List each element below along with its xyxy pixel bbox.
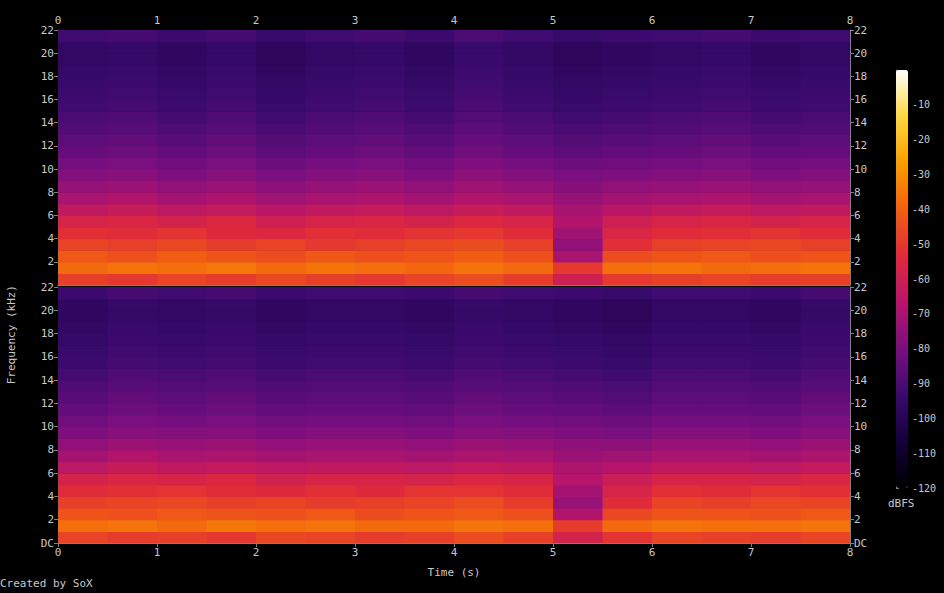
svg-text:8: 8 [47, 186, 54, 199]
svg-text:14: 14 [854, 116, 868, 129]
svg-text:1: 1 [154, 14, 161, 27]
svg-text:-40: -40 [912, 204, 930, 215]
svg-text:6: 6 [649, 546, 656, 559]
svg-text:8: 8 [847, 546, 854, 559]
svg-text:18: 18 [41, 70, 54, 83]
svg-text:22: 22 [41, 281, 54, 294]
svg-text:DC: DC [854, 537, 867, 550]
svg-text:18: 18 [854, 327, 867, 340]
svg-text:10: 10 [854, 420, 867, 433]
svg-text:10: 10 [854, 163, 867, 176]
svg-text:Frequency (kHz): Frequency (kHz) [5, 285, 18, 384]
svg-text:14: 14 [854, 374, 868, 387]
svg-text:dBFS: dBFS [888, 497, 915, 510]
svg-text:12: 12 [41, 139, 54, 152]
svg-text:14: 14 [41, 116, 55, 129]
svg-text:DC: DC [41, 537, 54, 550]
svg-text:-60: -60 [912, 274, 930, 285]
svg-text:7: 7 [748, 14, 755, 27]
svg-text:Created by SoX: Created by SoX [0, 577, 93, 590]
svg-text:3: 3 [352, 14, 359, 27]
svg-text:12: 12 [41, 397, 54, 410]
svg-text:16: 16 [854, 93, 867, 106]
svg-text:2: 2 [253, 546, 260, 559]
svg-text:-110: -110 [912, 448, 936, 459]
svg-text:8: 8 [847, 14, 854, 27]
svg-text:-50: -50 [912, 239, 930, 250]
svg-text:12: 12 [854, 397, 867, 410]
svg-text:20: 20 [41, 304, 54, 317]
svg-text:10: 10 [41, 420, 54, 433]
svg-text:16: 16 [41, 350, 54, 363]
svg-text:-90: -90 [912, 378, 930, 389]
svg-text:2: 2 [47, 255, 54, 268]
svg-text:7: 7 [748, 546, 755, 559]
svg-text:22: 22 [854, 24, 867, 37]
svg-text:-70: -70 [912, 308, 930, 319]
svg-text:12: 12 [854, 139, 867, 152]
svg-text:2: 2 [854, 513, 861, 526]
svg-text:22: 22 [41, 24, 54, 37]
svg-text:18: 18 [854, 70, 867, 83]
svg-text:1: 1 [154, 546, 161, 559]
svg-text:4: 4 [854, 490, 861, 503]
svg-text:6: 6 [47, 467, 54, 480]
svg-text:20: 20 [41, 47, 54, 60]
svg-text:4: 4 [47, 490, 54, 503]
svg-text:16: 16 [854, 350, 867, 363]
svg-text:0: 0 [55, 546, 62, 559]
svg-text:4: 4 [451, 546, 458, 559]
svg-text:5: 5 [550, 14, 557, 27]
svg-text:20: 20 [854, 304, 867, 317]
svg-text:-80: -80 [912, 343, 930, 354]
svg-text:8: 8 [47, 443, 54, 456]
svg-text:4: 4 [47, 232, 54, 245]
svg-text:-10: -10 [912, 99, 930, 110]
svg-text:-100: -100 [912, 413, 936, 424]
svg-text:2: 2 [253, 14, 260, 27]
svg-text:20: 20 [854, 47, 867, 60]
svg-text:4: 4 [451, 14, 458, 27]
svg-text:6: 6 [649, 14, 656, 27]
svg-text:6: 6 [47, 209, 54, 222]
svg-text:-20: -20 [912, 134, 930, 145]
svg-text:Time (s): Time (s) [428, 566, 481, 579]
svg-text:8: 8 [854, 443, 861, 456]
svg-text:5: 5 [550, 546, 557, 559]
svg-text:2: 2 [47, 513, 54, 526]
svg-text:8: 8 [854, 186, 861, 199]
svg-text:22: 22 [854, 281, 867, 294]
svg-text:10: 10 [41, 163, 54, 176]
svg-text:14: 14 [41, 374, 55, 387]
svg-text:16: 16 [41, 93, 54, 106]
svg-text:-120: -120 [912, 483, 936, 494]
svg-text:18: 18 [41, 327, 54, 340]
svg-text:0: 0 [55, 14, 62, 27]
svg-text:6: 6 [854, 467, 861, 480]
svg-text:4: 4 [854, 232, 861, 245]
svg-text:3: 3 [352, 546, 359, 559]
svg-text:2: 2 [854, 255, 861, 268]
svg-text:6: 6 [854, 209, 861, 222]
svg-text:-30: -30 [912, 169, 930, 180]
